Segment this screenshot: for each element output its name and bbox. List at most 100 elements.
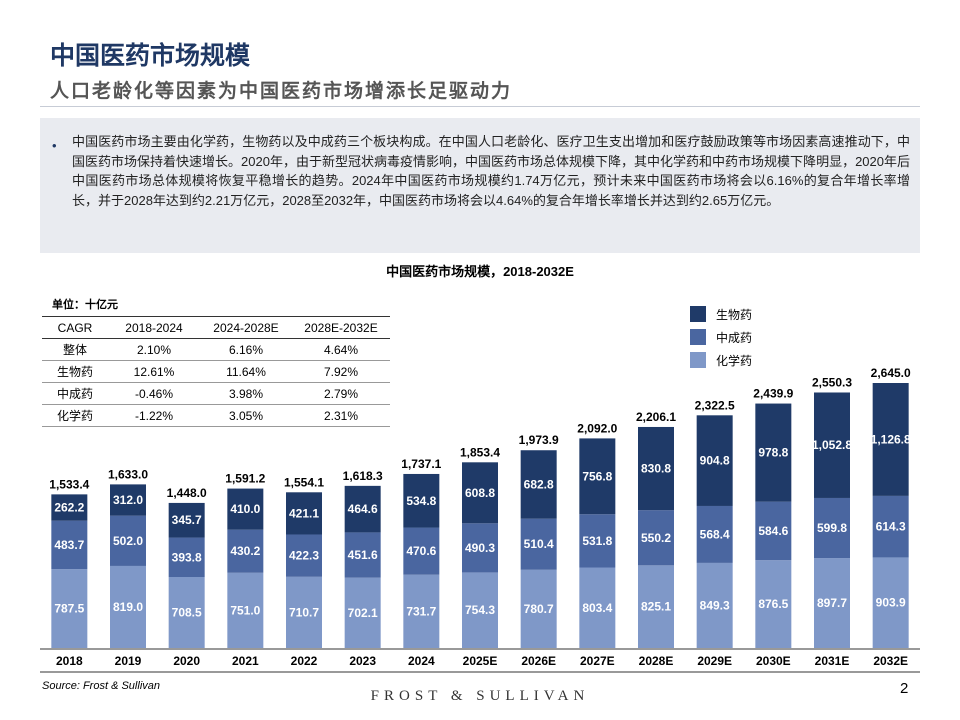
data-label: 754.3 [465, 603, 495, 617]
summary: 中国医药市场主要由化学药，生物药以及中成药三个板块构成。在中国人口老龄化、医疗卫… [72, 134, 910, 208]
rule [40, 106, 920, 107]
total-label: 1,618.3 [343, 469, 383, 483]
x-tick-label: 2024 [408, 654, 435, 668]
bar-segment [872, 495, 909, 558]
total-label: 1,973.9 [519, 433, 559, 447]
bar-segment [344, 485, 381, 533]
bar-segment [638, 426, 674, 511]
total-label: 1,737.1 [401, 457, 441, 471]
bar-segment [51, 520, 88, 570]
bar-segment [462, 523, 498, 573]
table-row: CAGR 2018-2024 2024-2028E 2028E-2032E [42, 316, 390, 339]
bar-segment [286, 534, 322, 577]
x-tick-label: 2032E [873, 654, 908, 668]
table-cell: 2018-2024 [108, 316, 200, 339]
brand: FROST & SULLIVAN [370, 688, 590, 704]
total-label: 1,853.4 [460, 445, 500, 459]
table-cell: 化学药 [42, 404, 108, 427]
data-label: 1,126.8 [871, 432, 911, 446]
data-label: 897.7 [817, 596, 847, 610]
bar-segment [286, 576, 322, 648]
total-label: 1,448.0 [167, 486, 207, 500]
bar-segment [51, 494, 88, 521]
table-cell: 中成药 [42, 382, 108, 405]
data-label: 780.7 [524, 602, 554, 616]
data-label: 430.2 [230, 544, 260, 558]
bar-segment [51, 569, 88, 648]
total-label: 1,591.2 [225, 472, 265, 486]
summary-box [40, 118, 920, 253]
data-label: 710.7 [289, 605, 319, 619]
data-label: 825.1 [641, 600, 671, 614]
data-label: 702.1 [348, 606, 378, 620]
bar-segment [462, 572, 498, 648]
legend-swatch [690, 329, 706, 345]
total-label: 2,645.0 [871, 366, 911, 380]
cagr-table: CAGR 2018-2024 2024-2028E 2028E-2032E 整体 2.10… [42, 316, 390, 427]
bar-segment [579, 567, 616, 648]
x-tick-label: 2030E [756, 654, 791, 668]
table-row: 生物药 12.61% 11.64% 7.92% [42, 360, 390, 383]
data-label: 451.6 [348, 548, 378, 562]
data-label: 787.5 [54, 602, 84, 616]
data-label: 599.8 [817, 521, 847, 535]
table-cell: -1.22% [108, 404, 200, 427]
data-label: 978.8 [758, 446, 788, 460]
data-label: 393.8 [172, 550, 202, 564]
table-cell: 11.64% [200, 360, 292, 383]
data-label: 1,052.8 [812, 438, 852, 452]
bar-segment [872, 383, 909, 496]
total-label: 2,550.3 [812, 375, 852, 389]
data-label: 550.2 [641, 531, 671, 545]
data-label: 510.4 [524, 537, 554, 551]
bar-segment [520, 518, 557, 570]
bar-segment [403, 574, 440, 648]
total-label: 2,439.9 [753, 387, 793, 401]
bar-segment [696, 505, 733, 563]
x-tick-label: 2028E [639, 654, 674, 668]
table-cell: 2024-2028E [200, 316, 292, 339]
total-label: 2,322.5 [695, 398, 735, 412]
bullet: • [52, 138, 57, 153]
x-tick-label: 2019 [115, 654, 142, 668]
table-cell: CAGR [42, 316, 108, 339]
x-tick-label: 2025E [463, 654, 498, 668]
bar-segment [110, 484, 146, 516]
x-tick-label: 2029E [697, 654, 732, 668]
page-number: 2 [900, 680, 909, 697]
chart-title: 中国医药市场规模，2018-2032E [386, 264, 574, 279]
bar-segment [462, 462, 498, 524]
data-label: 731.7 [406, 604, 436, 618]
data-label: 756.8 [582, 469, 612, 483]
table-cell: -0.46% [108, 382, 200, 405]
data-label: 534.8 [406, 494, 436, 508]
bar-segment [344, 577, 381, 648]
table-cell: 2.79% [292, 382, 390, 405]
data-label: 464.6 [348, 502, 378, 516]
data-label: 483.7 [54, 538, 84, 552]
data-label: 682.8 [524, 477, 554, 491]
bar-segment [579, 514, 616, 568]
table-cell: 2.31% [292, 404, 390, 427]
source: Source: Frost & Sullivan [42, 680, 160, 692]
data-label: 568.4 [700, 527, 730, 541]
bar-segment [755, 501, 792, 561]
total-label: 1,633.0 [108, 467, 148, 481]
bar-segment [696, 415, 733, 506]
bar-segment [227, 488, 264, 530]
data-label: 345.7 [172, 513, 202, 527]
legend-swatch [690, 352, 706, 368]
data-label: 531.8 [582, 534, 612, 548]
x-tick-label: 2020 [173, 654, 200, 668]
legend-label: 生物药 [716, 308, 752, 322]
data-label: 502.0 [113, 534, 143, 548]
bar-segment [872, 557, 909, 648]
bar-segment [814, 497, 850, 559]
bar-segment [579, 438, 616, 515]
bar-segment [814, 392, 850, 498]
x-tick-label: 2022 [291, 654, 318, 668]
table-row: 化学药 -1.22% 3.05% 2.31% [42, 404, 390, 427]
bar-segment [110, 565, 146, 648]
data-label: 608.8 [465, 486, 495, 500]
